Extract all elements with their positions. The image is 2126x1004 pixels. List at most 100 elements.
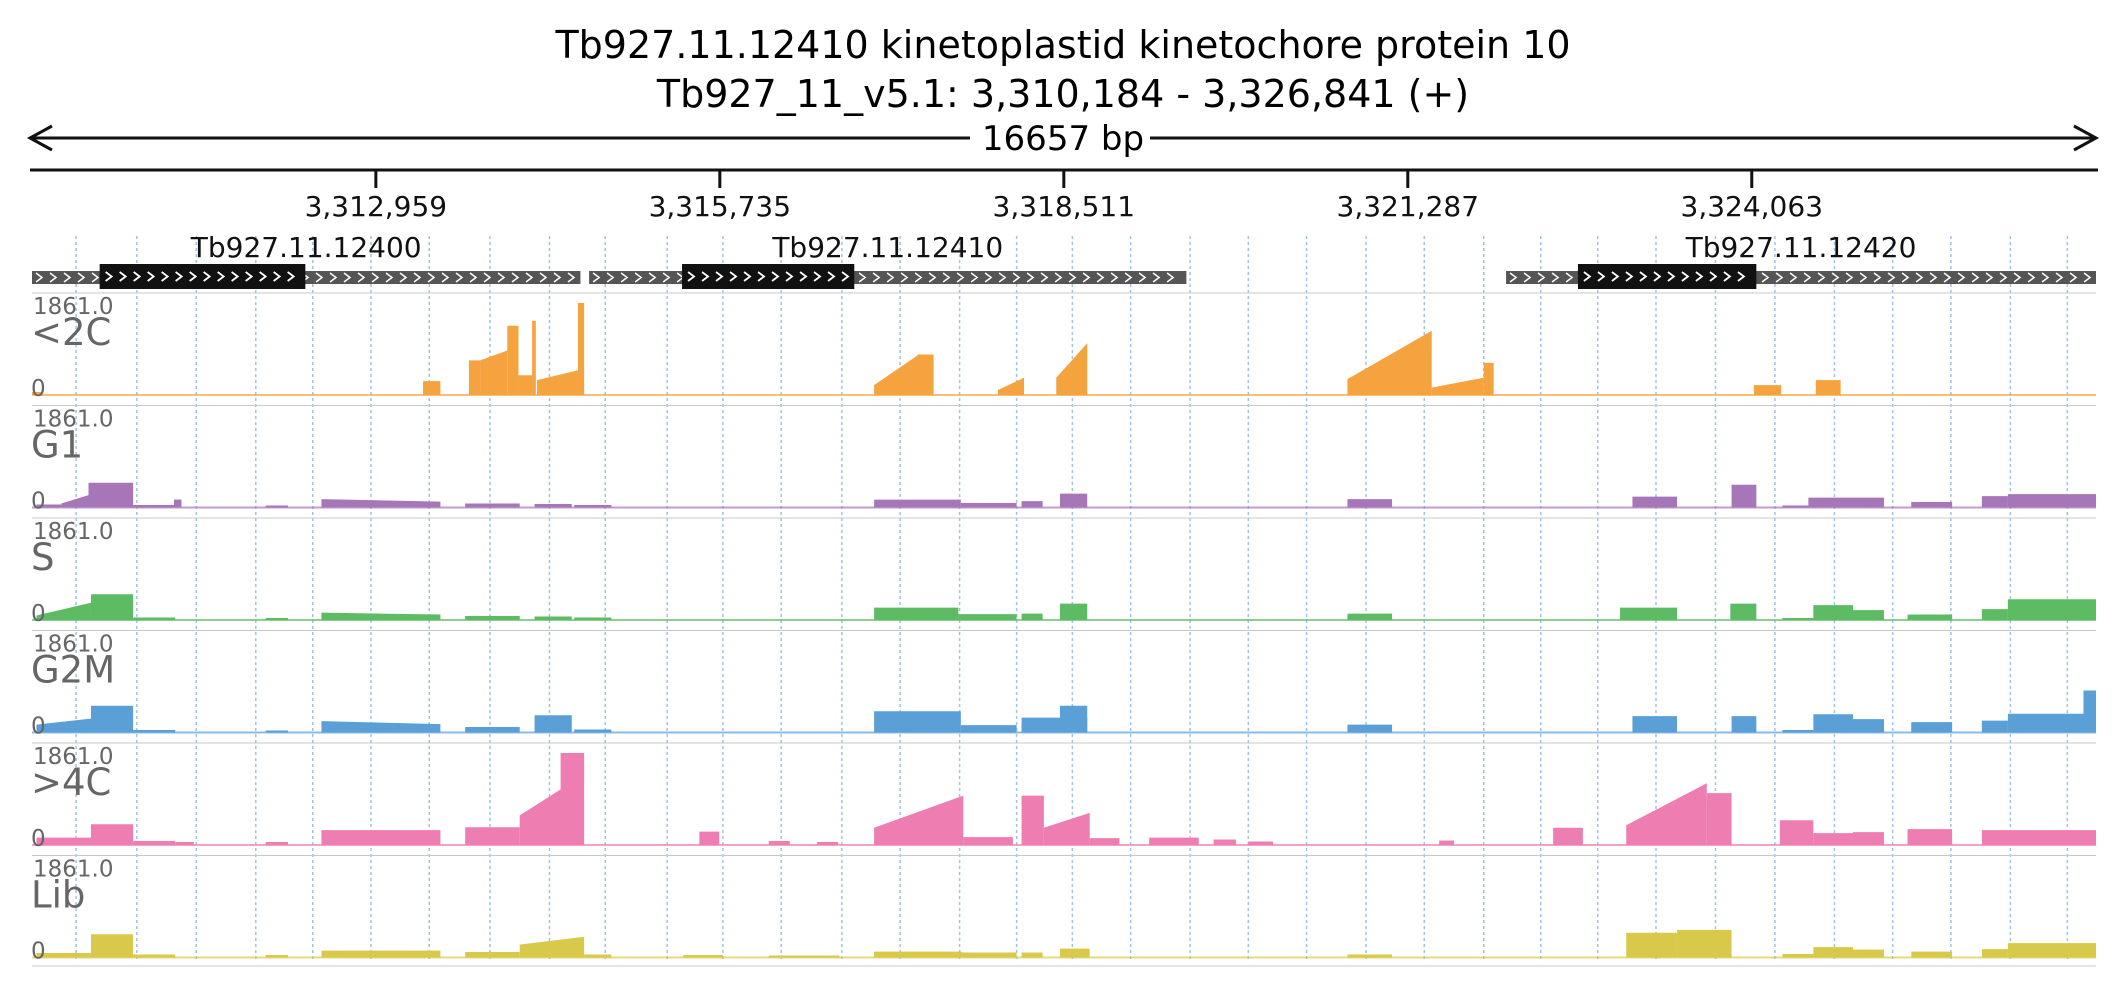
coverage-area [963, 837, 1013, 845]
ruler-tick-label: 3,324,063 [1681, 190, 1824, 223]
coverage-area [36, 718, 91, 733]
coverage-area [1213, 839, 1236, 845]
coverage-area [1731, 716, 1757, 733]
coverage-area [1059, 603, 1088, 620]
coverage-area [768, 841, 790, 845]
coverage-area [465, 952, 520, 958]
coverage-area [1056, 343, 1088, 395]
gene-model: Tb927.11.12400 [32, 231, 581, 289]
coverage-area [1347, 724, 1393, 733]
track-name-label: <2C [31, 311, 111, 354]
coverage-area [133, 617, 176, 620]
track-max-label: 1861.0 [33, 744, 113, 770]
track-name-label: G2M [31, 649, 115, 692]
coverage-area [1782, 505, 1809, 508]
coverage-area [321, 721, 441, 733]
coverage-area [507, 325, 519, 395]
coverage-area [1248, 841, 1274, 845]
coverage-area [874, 951, 963, 958]
coverage-area [1043, 812, 1090, 845]
coverage-area [465, 616, 520, 620]
coverage-area [577, 303, 585, 395]
coverage-area [683, 955, 723, 958]
coverage-area [1730, 603, 1757, 620]
coverage-area [1853, 949, 1884, 958]
coverage-area [265, 618, 289, 620]
coverage-area [1021, 501, 1043, 508]
coverage-area [1981, 830, 2096, 845]
coverage-area [465, 827, 520, 845]
track-min-label: 0 [31, 489, 46, 515]
coverage-area [1813, 947, 1854, 958]
track-name-label: S [31, 536, 55, 579]
track-name-label: G1 [31, 424, 83, 467]
coverage-area [36, 602, 91, 620]
coverage-area [917, 354, 934, 395]
coverage-area [1853, 610, 1884, 620]
ruler-ticks: 3,312,959 3,315,735 3,318,511 3,321,287 3,32… [305, 170, 1823, 223]
coverage-area [174, 499, 182, 508]
coverage-area [175, 842, 194, 845]
coverage-area [1347, 954, 1393, 958]
coverage-area [1782, 954, 1814, 958]
track-min-label: 0 [31, 939, 46, 965]
gene-cds-block [682, 264, 855, 289]
coverage-area [534, 715, 572, 733]
track-name-label: Lib [31, 874, 85, 917]
coverage-area [321, 499, 441, 508]
coverage-area [1853, 832, 1884, 845]
coverage-area [962, 952, 1017, 958]
coverage-area [1677, 929, 1732, 958]
coverage-area [574, 505, 612, 508]
coverage-area [874, 355, 918, 395]
coverage-area [265, 955, 289, 958]
coverage-area [90, 594, 134, 620]
coverage-area [1981, 949, 2008, 958]
coverage-track: 1861.0G1 0 [31, 405, 2096, 515]
coverage-area [321, 950, 441, 958]
track-max-label: 1861.0 [33, 632, 113, 658]
coverage-area [518, 375, 533, 395]
coverage-area [1620, 607, 1678, 620]
gene-label: Tb927.11.12420 [1685, 231, 1917, 264]
coverage-area [1059, 705, 1088, 733]
coverage-area [2007, 943, 2096, 958]
gene-models: Tb927.11.12400 Tb927.11.12410 Tb927.11.124… [32, 231, 2096, 289]
coverage-area [574, 617, 612, 620]
coverage-area [874, 711, 961, 733]
coverage-area [133, 505, 175, 508]
coverage-area [1753, 385, 1782, 395]
gene-label: Tb927.11.12400 [190, 231, 422, 264]
track-min-label: 0 [31, 826, 46, 852]
ruler-tick-label: 3,321,287 [1337, 190, 1480, 223]
coverage-area [1731, 484, 1757, 508]
coverage-area [1059, 948, 1090, 958]
coverage-area [1632, 496, 1678, 508]
coverage-area [1907, 614, 1953, 620]
coverage-area [768, 955, 840, 958]
gene-cds-block [99, 264, 306, 289]
track-max-label: 1861.0 [33, 407, 113, 433]
arrow-right-icon [2073, 124, 2100, 152]
ruler-tick-label: 3,315,735 [649, 190, 792, 223]
coverage-area [1808, 497, 1854, 508]
coverage-area [574, 729, 612, 733]
coverage-area [88, 482, 134, 508]
coverage-area [36, 953, 91, 958]
coverage-area [1981, 609, 2008, 620]
coverage-area [1632, 716, 1678, 733]
coverage-area [560, 753, 585, 845]
coverage-area [32, 392, 42, 395]
coverage-area [2083, 690, 2096, 733]
track-max-label: 1861.0 [33, 294, 113, 320]
coverage-area [2007, 494, 2096, 508]
span-length-label: 16657 bp [982, 119, 1144, 159]
coverage-tracks: 1861.0<2C01861.0G101861.0S01861.0G2M0186… [31, 292, 2096, 967]
coverage-area [36, 504, 62, 508]
coverage-area [537, 370, 578, 395]
track-min-label: 0 [31, 714, 46, 740]
coverage-area [265, 730, 289, 733]
coverage-track: 1861.0<2C 0 [31, 292, 2096, 402]
